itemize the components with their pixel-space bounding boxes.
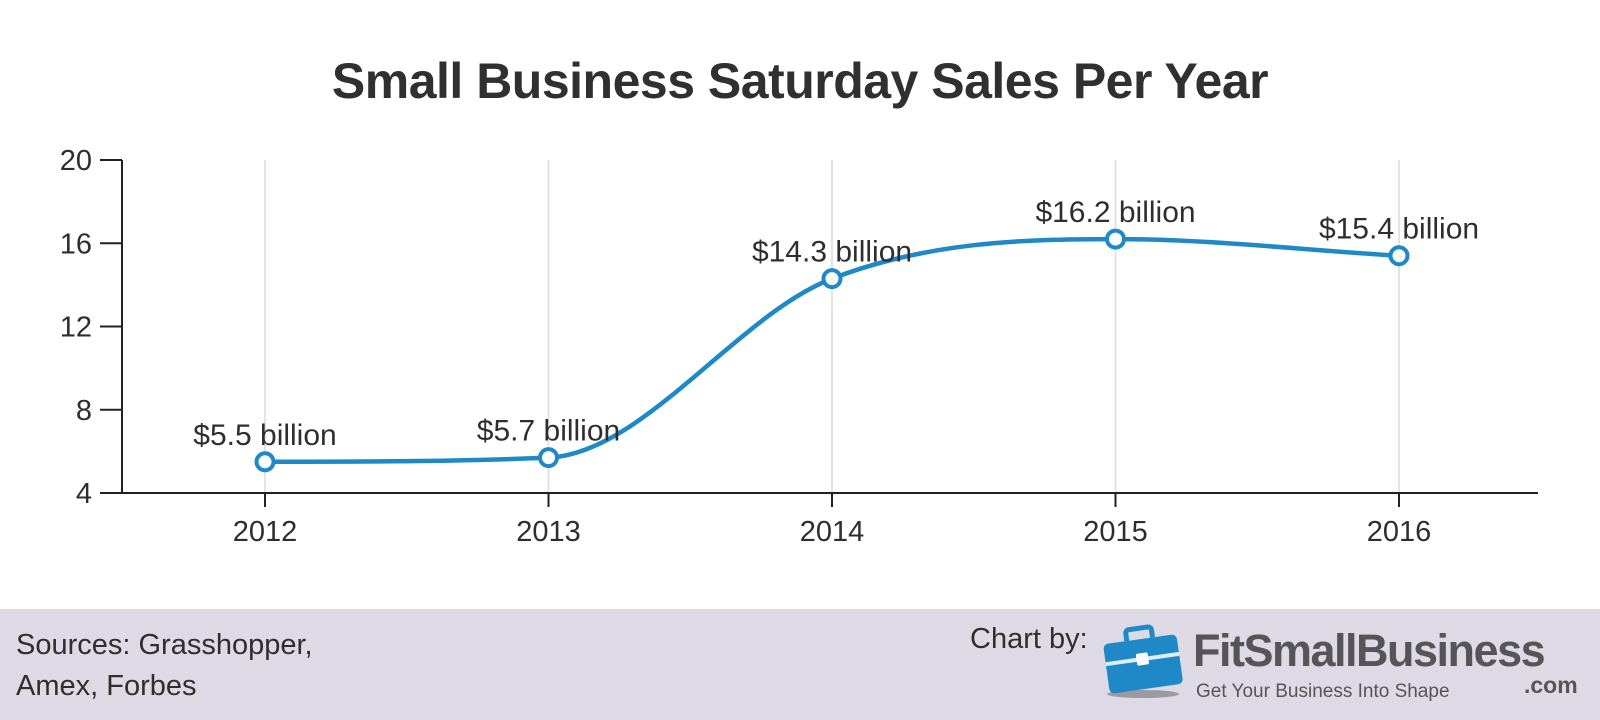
chart-title: Small Business Saturday Sales Per Year — [331, 53, 1269, 109]
sources-line-2: Amex, Forbes — [16, 670, 197, 702]
sources-line-1: Sources: Grasshopper, — [16, 629, 313, 661]
data-point-2016 — [1388, 245, 1410, 267]
y-tick-label-16: 16 — [60, 228, 92, 260]
data-label-2012: $5.5 billion — [193, 419, 336, 452]
footer-bar: Sources: Grasshopper, Amex, Forbes Chart… — [0, 609, 1600, 720]
y-tick-label-8: 8 — [76, 395, 92, 427]
y-tick-label-20: 20 — [60, 145, 92, 177]
x-tick-label-2014: 2014 — [800, 516, 865, 548]
brand-dotcom: .com — [1524, 672, 1578, 698]
data-label-2015: $16.2 billion — [1035, 196, 1195, 229]
x-axis-ticks: 2012 2013 2014 2015 2016 — [233, 493, 1432, 548]
line-chart: 4 8 12 16 20 2012 2013 2014 2015 2016 $5.5 billi… — [60, 145, 1538, 548]
x-tick-label-2015: 2015 — [1083, 516, 1148, 548]
series-sales — [254, 228, 1410, 473]
briefcase-icon — [1103, 624, 1183, 698]
sources-text: Sources: Grasshopper, Amex, Forbes — [16, 625, 346, 707]
x-tick-label-2012: 2012 — [233, 516, 298, 548]
brand-tagline: Get Your Business Into Shape — [1196, 681, 1450, 702]
brand-name: FitSmallBusiness — [1193, 625, 1546, 676]
x-tick-label-2016: 2016 — [1367, 516, 1432, 548]
data-point-2015 — [1105, 228, 1126, 250]
y-tick-label-12: 12 — [60, 312, 92, 344]
data-point-2012 — [254, 451, 276, 473]
data-point-2014 — [821, 268, 843, 290]
data-point-2013 — [538, 447, 559, 469]
chart-by-label: Chart by: — [970, 623, 1088, 655]
data-label-2014: $14.3 billion — [752, 236, 912, 269]
data-labels: $5.5 billion $5.7 billion $14.3 billion $16… — [193, 196, 1479, 452]
data-label-2013: $5.7 billion — [477, 415, 620, 448]
data-label-2016: $15.4 billion — [1319, 213, 1479, 246]
y-axis-ticks: 4 8 12 16 20 — [60, 145, 122, 510]
y-tick-label-4: 4 — [76, 478, 92, 510]
x-tick-label-2013: 2013 — [516, 516, 581, 548]
grid-lines — [264, 160, 1400, 493]
